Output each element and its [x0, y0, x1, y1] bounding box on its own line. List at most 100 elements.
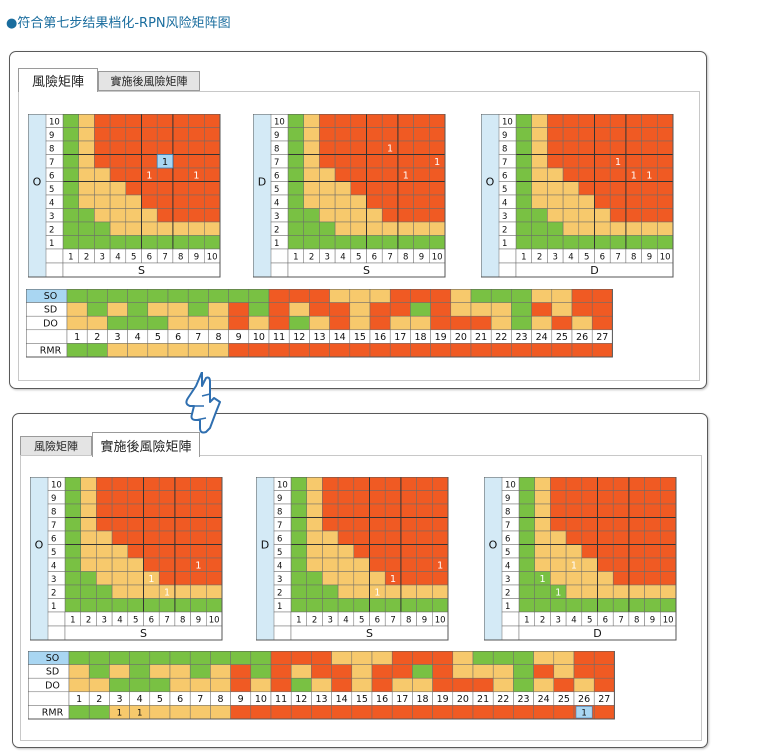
matrix-cell: [337, 598, 355, 613]
matrix-cell: [578, 194, 595, 209]
matrix-cell: [303, 235, 320, 250]
matrix-cell: [628, 557, 645, 572]
rmr-cell: [490, 343, 512, 358]
tab-risk-matrix[interactable]: 風險矩陣: [18, 68, 98, 92]
matrix-cell: [562, 221, 580, 236]
matrix-cell: [625, 181, 642, 196]
page-caption: ●符合第七步结果档化-RPN风险矩阵图: [6, 16, 231, 31]
matrix-cell: [143, 530, 160, 545]
matrix-cell: [562, 208, 580, 223]
matrix-cell: [534, 557, 551, 572]
matrix-cell: [287, 235, 304, 250]
matrix-cell: [322, 584, 339, 599]
tab-risk-matrix[interactable]: 風險矩陣: [20, 436, 92, 456]
rmr-cell: [551, 315, 573, 331]
matrix-cell: [350, 181, 367, 196]
tab-post-implementation-risk-matrix[interactable]: 實施後風險矩陣: [92, 432, 200, 457]
matrix-cell: [319, 181, 336, 196]
rmr-cell: [88, 677, 110, 693]
x-tick-label: 6: [600, 253, 605, 263]
matrix-cell: [416, 490, 433, 505]
rmr-cell: [329, 343, 351, 358]
x-tick-label: 9: [647, 253, 652, 263]
y-tick-label: 1: [49, 239, 54, 249]
matrix-cell: [290, 490, 307, 505]
matrix-cell: [578, 127, 595, 142]
matrix-cell: [562, 127, 580, 142]
matrix-cell: [111, 503, 129, 518]
matrix-cell: [660, 503, 677, 518]
matrix-cell: [366, 167, 383, 182]
matrix-cell: [547, 194, 564, 209]
matrix-cell: [518, 517, 535, 532]
matrix-cell: [531, 221, 548, 236]
x-tick-label: 5: [359, 616, 364, 626]
matrix-cell: [400, 530, 417, 545]
matrix-cell: [515, 181, 532, 196]
rmr-cell: [369, 343, 391, 358]
rmr-column-label: 26: [578, 694, 590, 705]
rmr-cell: [531, 302, 553, 317]
rmr-column-label: 24: [538, 694, 550, 705]
matrix-cell: [78, 140, 95, 155]
matrix-cell: [111, 530, 129, 545]
matrix-cell: [350, 221, 367, 236]
y-tick-label: 8: [505, 508, 510, 518]
matrix-cell: [303, 181, 320, 196]
matrix-cell: [547, 154, 564, 169]
rmr-cell: [389, 289, 411, 303]
matrix-cell: [174, 571, 191, 586]
matrix-cell: [641, 181, 658, 196]
x-tick-label: 10: [432, 253, 443, 263]
rmr-cell: [311, 677, 332, 693]
matrix-cell: [290, 503, 307, 518]
rmr-cell: [250, 651, 272, 665]
matrix-cell: [306, 584, 323, 599]
rmr-cell: [573, 677, 595, 693]
matrix-cell: [156, 167, 174, 182]
matrix-cell: [416, 544, 433, 559]
y-tick-label: 7: [505, 521, 510, 531]
matrix-cell: [397, 181, 414, 196]
matrix-cell: [578, 221, 595, 236]
matrix-cell: [141, 208, 158, 223]
matrix-cell: [334, 235, 352, 250]
matrix-cell: [62, 194, 79, 209]
matrix-cell: [64, 503, 81, 518]
matrix-cell: [204, 127, 221, 142]
matrix-cell: [174, 584, 191, 599]
matrix-cell: [641, 194, 658, 209]
rmr-cell: [208, 302, 229, 317]
matrix-cell: [369, 477, 386, 491]
x-tick-label: 5: [133, 616, 138, 626]
matrix-cell: [562, 167, 580, 182]
matrix-cell: [109, 127, 127, 142]
rmr-column-label: 12: [293, 332, 305, 343]
matrix-cell: [413, 114, 430, 128]
matrix-cell: [550, 557, 567, 572]
matrix-cell: [429, 140, 446, 155]
matrix-cell: [657, 221, 674, 236]
rmr-cell: [369, 289, 391, 303]
matrix-cell: [290, 571, 307, 586]
rmr-cell: [311, 651, 332, 665]
matrix-cell: [350, 167, 367, 182]
x-tick-label: 3: [102, 616, 107, 626]
matrix-cell: [78, 127, 95, 142]
tab-post-implementation-risk-matrix[interactable]: 實施後風險矩陣: [98, 71, 200, 91]
matrix-cell: [381, 167, 399, 182]
matrix-cell: [565, 503, 583, 518]
matrix-cell: [581, 490, 598, 505]
matrix-cell: [127, 544, 144, 559]
matrix-cell: [578, 154, 595, 169]
matrix-cell: [290, 530, 307, 545]
matrix-cell: [64, 544, 81, 559]
matrix-cell: [80, 584, 97, 599]
matrix-cell: [94, 154, 111, 169]
matrix-cell: [78, 235, 95, 250]
rmr-row-label: DO: [43, 318, 58, 329]
matrix-cell: [287, 167, 304, 182]
x-tick-label: 8: [634, 616, 639, 626]
rmr-column-label: 10: [253, 332, 265, 343]
